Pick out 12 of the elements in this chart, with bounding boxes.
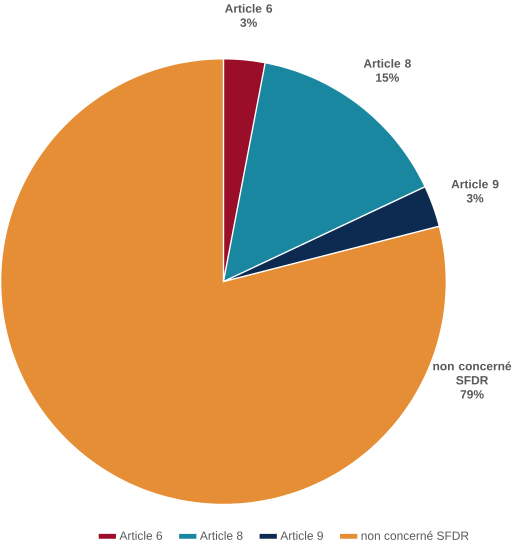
legend-label: non concerné SFDR bbox=[362, 531, 469, 540]
data-label: 3% bbox=[240, 18, 258, 27]
data-label: 15% bbox=[376, 73, 400, 82]
slice-label: Article 6 bbox=[225, 4, 272, 13]
legend-label: Article 9 bbox=[280, 531, 324, 540]
legend-label: Article 8 bbox=[200, 531, 243, 540]
slice-label: non concerné SFDR bbox=[434, 361, 512, 385]
legend-label: Article 6 bbox=[120, 531, 162, 540]
slice-label: Article 8 bbox=[364, 58, 412, 68]
data-label: 3% bbox=[466, 194, 484, 203]
slice-label: Article 9 bbox=[452, 180, 499, 188]
data-label: 79% bbox=[460, 390, 484, 399]
